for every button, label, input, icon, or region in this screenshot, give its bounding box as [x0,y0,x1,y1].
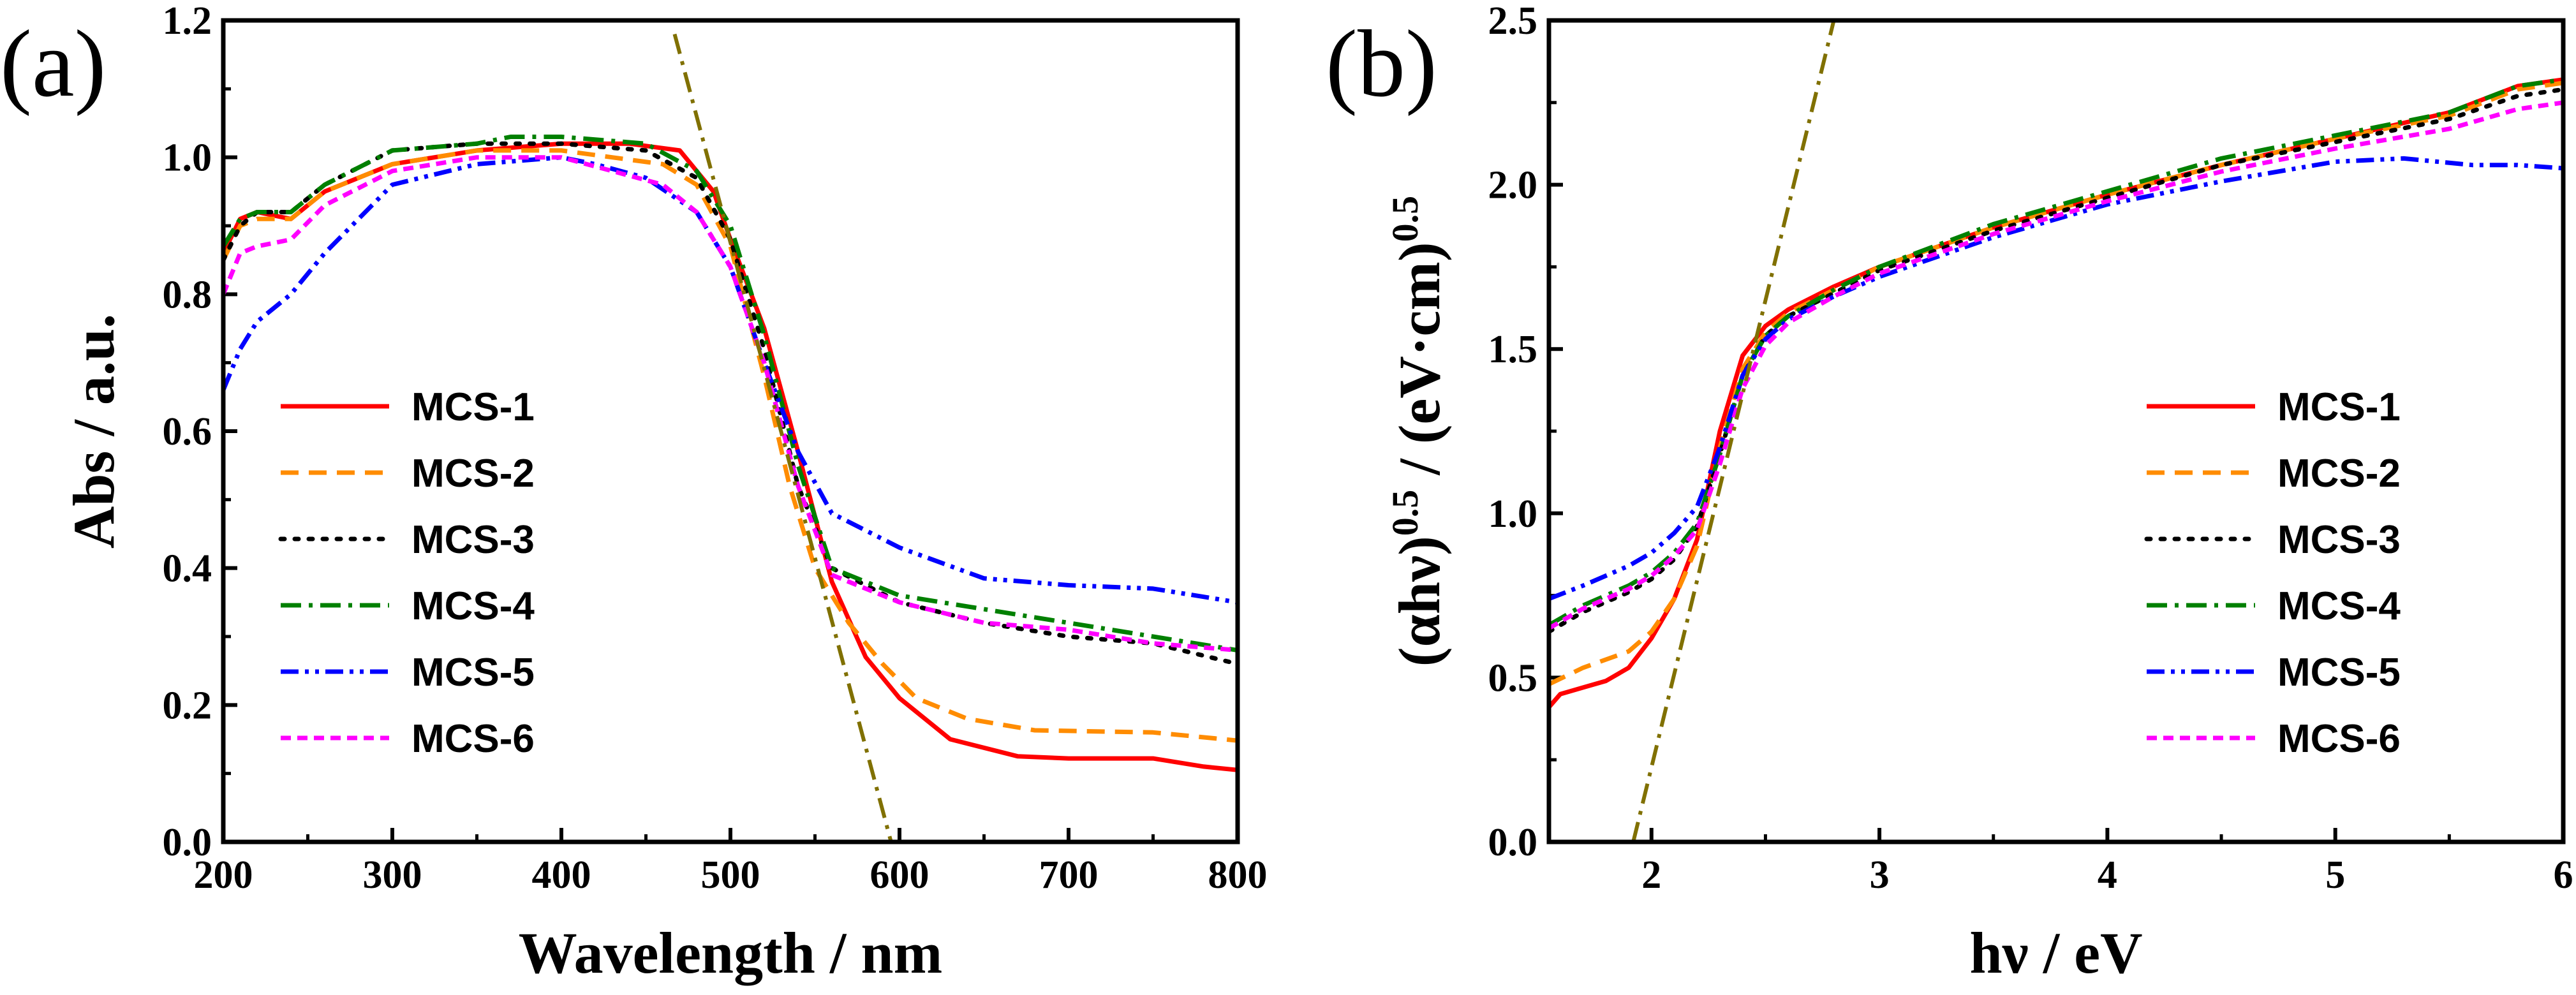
panel-b-frame [1546,18,2566,844]
panel-b-ylabel: (αhν)0.5 / (eV·cm)0.5 [1384,196,1452,667]
panel-b-xtick-label: 2 [1641,853,1661,897]
panel-a-xtick-label: 600 [870,853,929,897]
panel-a-series [223,33,1238,842]
panel-a-ytick-label: 0.4 [163,547,212,591]
panel-b-legend-label: MCS-1 [2277,385,2401,429]
panel-b-legend-label: MCS-2 [2277,452,2401,496]
panel-a-ytick-label: 0.2 [163,684,212,727]
panel-b-xtick-label: 6 [2554,853,2573,897]
panel-b-ylabel-sup2: 0.5 [1384,196,1426,242]
panel-b-ytick-label: 1.5 [1488,328,1538,371]
panel-a-ylabel: Abs / a.u. [61,314,126,549]
panel-b-legend-label: MCS-5 [2277,651,2401,695]
panel-b-tangent-line [1631,20,1836,842]
panel-b-ylabel-mid: / (eV·cm) [1387,242,1452,489]
panel-b-ylabel-main: (αhν) [1387,536,1452,667]
panel-a-xtick-label: 400 [532,853,591,897]
panel-a-ytick-label: 1.2 [163,0,212,43]
panel-b-series-mcs-2 [1549,80,2563,686]
panel-b: (b) 2 3 4 5 60.00.51.01.52.02.5 MCS-1MCS-2MC… [1326,0,2573,985]
panel-a-legend-label: MCS-3 [411,518,535,562]
panel-b-series-mcs-6 [1549,100,2563,631]
panel-b-xtick-label: 5 [2325,853,2345,897]
panel-a-xtick-label: 800 [1208,853,1268,897]
panel-a-ytick-label: 0.0 [163,821,212,864]
panel-a-series-mcs-6 [223,155,1238,652]
panel-a-ytick-label: 0.8 [163,273,212,316]
panel-a-letter: (a) [0,11,106,117]
panel-a-ytick-label: 1.0 [163,136,212,180]
panel-a-xlabel: Wavelength / nm [519,920,942,985]
panel-a-ytick-label: 0.6 [163,410,212,453]
panel-b-xtick-label: 3 [1870,853,1890,897]
panel-b-legend: MCS-1 MCS-2 MCS-3 MCS-4 MCS-5 MCS-6 [2144,385,2401,761]
panel-a-series-mcs-3 [223,141,1238,667]
panel-b-series-mcs-4 [1549,77,2563,628]
panel-b-legend-label: MCS-6 [2277,717,2401,761]
panel-a-legend-label: MCS-1 [411,385,535,429]
panel-b-legend-label: MCS-4 [2277,584,2401,628]
panel-a: (a) 200 300 400 500 600 700 800 0.0 0.2 0.4 0.6 0.8… [0,0,1268,985]
panel-a-series-mcs-5 [223,155,1238,605]
panel-a-xtick-label: 300 [363,853,422,897]
panel-b-ylabel-sup1: 0.5 [1384,490,1426,536]
panel-b-ytick-label: 2.0 [1488,164,1538,207]
panel-b-series-mcs-3 [1549,87,2563,634]
panel-a-series-mcs-4 [223,135,1238,652]
panel-a-legend: MCS-1 MCS-2 MCS-3 MCS-4 MCS-5 MCS-6 [278,385,535,761]
panel-b-xtick-label: 4 [2098,853,2117,897]
panel-a-xtick-label: 200 [194,853,253,897]
panel-a-ticks: 200 300 400 500 600 700 800 0.0 0.2 0.4 0.6 0.8 1.0 1… [163,0,1268,897]
panel-a-xtick-label: 500 [701,853,760,897]
panel-b-ytick-label: 0.0 [1488,821,1538,864]
panel-b-ticks: 2 3 4 5 6 0.0 0.5 1.0 1.5 2.0 2.5 [1488,0,2573,897]
panel-a-legend-label: MCS-4 [411,584,535,628]
panel-b-xlabel: hν / eV [1969,920,2142,985]
panel-b-series-mcs-1 [1549,77,2563,709]
panel-b-letter: (b) [1326,11,1437,117]
panel-b-legend-label: MCS-3 [2277,518,2401,562]
panel-a-legend-label: MCS-5 [411,651,535,695]
panel-a-xtick-label: 700 [1039,853,1099,897]
panel-a-legend-label: MCS-6 [411,717,535,761]
panel-b-ytick-label: 0.5 [1488,656,1538,700]
panel-b-series [1549,20,2563,842]
panel-a-legend-label: MCS-2 [411,452,535,496]
panel-b-ytick-label: 1.0 [1488,492,1538,536]
panel-a-frame [221,18,1240,844]
panel-b-ytick-label: 2.5 [1488,0,1538,43]
